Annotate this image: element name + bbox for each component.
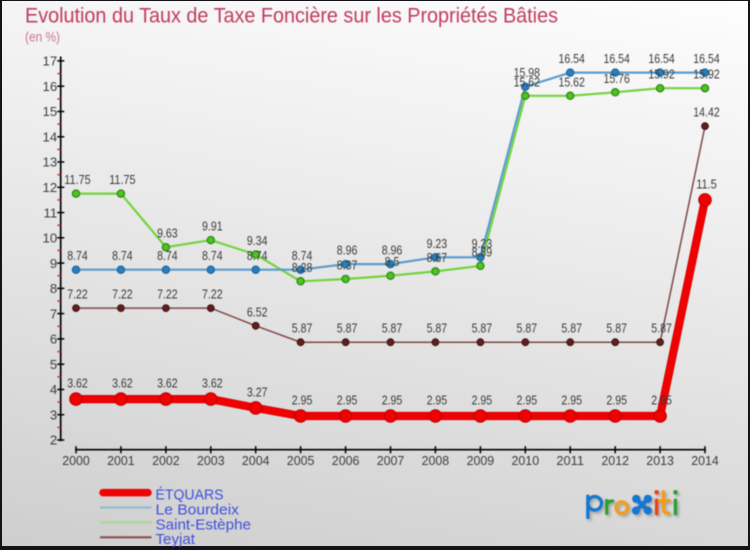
svg-text:8.89: 8.89 <box>472 244 493 259</box>
svg-text:11: 11 <box>43 205 57 220</box>
svg-text:5.87: 5.87 <box>517 321 538 336</box>
svg-text:7.22: 7.22 <box>157 287 178 302</box>
svg-text:8.74: 8.74 <box>292 248 313 263</box>
svg-text:16.54: 16.54 <box>604 51 630 66</box>
svg-text:5.87: 5.87 <box>606 321 627 336</box>
svg-text:8.74: 8.74 <box>67 248 88 263</box>
svg-text:7.22: 7.22 <box>67 287 88 302</box>
svg-text:2.95: 2.95 <box>292 393 313 408</box>
svg-text:2006: 2006 <box>332 453 360 468</box>
svg-text:9.34: 9.34 <box>247 233 268 248</box>
svg-text:15.92: 15.92 <box>693 67 719 82</box>
svg-text:2010: 2010 <box>512 453 540 468</box>
svg-text:14.42: 14.42 <box>693 105 719 120</box>
svg-text:15.76: 15.76 <box>604 71 630 86</box>
svg-text:13: 13 <box>43 155 58 170</box>
svg-text:2012: 2012 <box>601 453 629 468</box>
svg-text:6: 6 <box>50 332 57 347</box>
svg-text:2001: 2001 <box>107 453 135 468</box>
svg-text:5.87: 5.87 <box>561 321 582 336</box>
svg-text:16.54: 16.54 <box>559 51 585 66</box>
svg-text:2013: 2013 <box>646 453 674 468</box>
svg-text:2.95: 2.95 <box>517 393 538 408</box>
svg-text:2004: 2004 <box>242 453 270 468</box>
svg-text:15.92: 15.92 <box>648 67 674 82</box>
svg-text:8: 8 <box>50 281 57 296</box>
svg-text:9: 9 <box>50 256 57 271</box>
svg-text:16: 16 <box>43 79 58 94</box>
svg-text:15.62: 15.62 <box>514 74 540 89</box>
svg-text:2009: 2009 <box>467 453 495 468</box>
svg-text:8.96: 8.96 <box>337 243 358 258</box>
svg-text:10: 10 <box>43 231 58 246</box>
svg-text:12: 12 <box>43 180 58 195</box>
svg-text:8.67: 8.67 <box>427 250 448 265</box>
svg-text:3: 3 <box>50 407 57 422</box>
svg-text:3.62: 3.62 <box>157 376 178 391</box>
svg-text:ÉTQUARS: ÉTQUARS <box>156 487 224 504</box>
svg-text:Le Bourdeix: Le Bourdeix <box>156 501 240 518</box>
svg-text:8.74: 8.74 <box>157 248 178 263</box>
svg-text:8.5: 8.5 <box>385 254 400 269</box>
svg-text:8.96: 8.96 <box>382 243 403 258</box>
svg-text:2007: 2007 <box>377 453 405 468</box>
svg-text:2.95: 2.95 <box>472 393 493 408</box>
svg-text:3.62: 3.62 <box>202 376 223 391</box>
svg-text:16.54: 16.54 <box>693 51 719 66</box>
svg-text:7.22: 7.22 <box>202 287 223 302</box>
svg-text:11.5: 11.5 <box>696 176 717 191</box>
svg-text:5: 5 <box>50 357 57 372</box>
svg-text:2.95: 2.95 <box>337 393 358 408</box>
svg-text:5.87: 5.87 <box>651 321 672 336</box>
svg-text:2011: 2011 <box>556 453 584 468</box>
svg-text:15.62: 15.62 <box>559 74 585 89</box>
svg-text:8.74: 8.74 <box>202 248 223 263</box>
svg-text:4: 4 <box>50 382 57 397</box>
svg-text:5.87: 5.87 <box>472 321 493 336</box>
svg-text:Saint-Estèphe: Saint-Estèphe <box>156 516 252 533</box>
svg-text:7: 7 <box>50 306 57 321</box>
svg-text:2.95: 2.95 <box>427 393 448 408</box>
svg-text:8.74: 8.74 <box>112 248 133 263</box>
svg-text:11.75: 11.75 <box>109 172 135 187</box>
svg-text:3.62: 3.62 <box>112 376 133 391</box>
svg-text:3.62: 3.62 <box>67 376 88 391</box>
svg-text:2003: 2003 <box>197 453 225 468</box>
svg-text:2.95: 2.95 <box>382 393 403 408</box>
svg-text:8.28: 8.28 <box>292 260 313 275</box>
svg-text:7.22: 7.22 <box>112 287 133 302</box>
svg-text:9.23: 9.23 <box>427 236 448 251</box>
svg-text:2000: 2000 <box>62 453 90 468</box>
svg-text:5.87: 5.87 <box>427 321 448 336</box>
svg-text:6.52: 6.52 <box>247 304 268 319</box>
svg-text:2014: 2014 <box>691 453 719 468</box>
svg-text:11.75: 11.75 <box>64 172 90 187</box>
svg-text:2.95: 2.95 <box>606 393 627 408</box>
svg-text:9.91: 9.91 <box>202 219 223 234</box>
svg-text:2002: 2002 <box>152 453 180 468</box>
svg-text:5.87: 5.87 <box>292 321 313 336</box>
svg-text:16.54: 16.54 <box>648 51 674 66</box>
svg-text:17: 17 <box>43 54 58 69</box>
svg-text:14: 14 <box>43 130 58 145</box>
svg-text:9.23: 9.23 <box>472 236 493 251</box>
svg-text:2.95: 2.95 <box>651 393 672 408</box>
svg-text:3.27: 3.27 <box>247 384 268 399</box>
svg-text:2008: 2008 <box>422 453 450 468</box>
svg-text:8.74: 8.74 <box>247 248 268 263</box>
svg-text:15.98: 15.98 <box>514 65 540 80</box>
svg-text:Teyjat: Teyjat <box>156 531 196 548</box>
svg-text:(en %): (en %) <box>25 29 60 45</box>
svg-text:5.87: 5.87 <box>382 321 403 336</box>
svg-text:Evolution du Taux de Taxe Fonc: Evolution du Taux de Taxe Foncière sur l… <box>25 4 558 28</box>
svg-text:15: 15 <box>43 104 58 119</box>
svg-text:5.87: 5.87 <box>337 321 358 336</box>
svg-text:2005: 2005 <box>287 453 315 468</box>
svg-text:2: 2 <box>50 433 57 448</box>
svg-text:9.63: 9.63 <box>157 226 178 241</box>
svg-text:2.95: 2.95 <box>561 393 582 408</box>
svg-text:8.37: 8.37 <box>337 258 358 273</box>
